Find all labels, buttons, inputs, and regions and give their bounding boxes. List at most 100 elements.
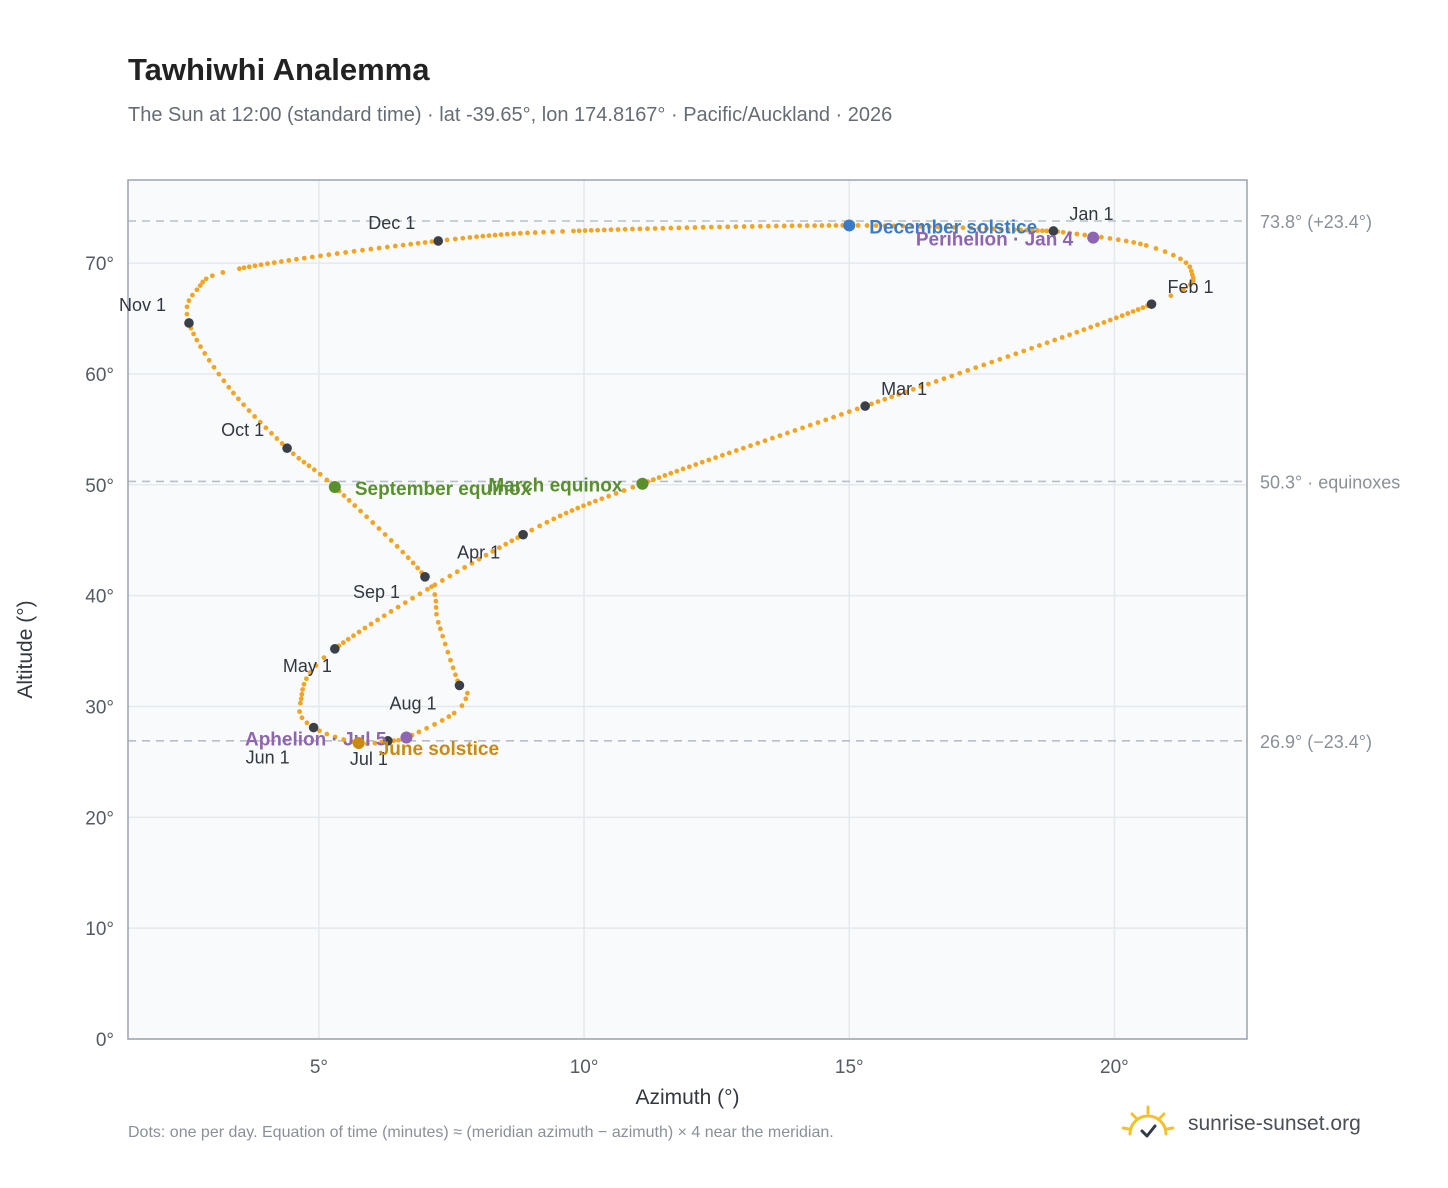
- daily-dot: [571, 228, 576, 234]
- daily-dot: [680, 466, 686, 472]
- daily-dot: [317, 471, 323, 477]
- daily-dot: [557, 513, 563, 519]
- daily-dot: [351, 633, 356, 639]
- daily-dot: [973, 365, 979, 371]
- daily-dot: [476, 556, 482, 562]
- daily-dot: [781, 223, 787, 229]
- daily-dot: [1037, 343, 1042, 348]
- daily-dot: [1130, 309, 1136, 314]
- daily-dot: [1099, 234, 1104, 240]
- daily-dot: [1107, 235, 1113, 241]
- daily-dot: [490, 548, 496, 554]
- daily-dot: [408, 241, 414, 247]
- daily-dot: [368, 621, 374, 627]
- daily-dot: [909, 223, 915, 229]
- daily-dot: [364, 514, 370, 520]
- daily-dot: [422, 240, 428, 245]
- daily-dot: [525, 230, 530, 236]
- daily-dot: [405, 555, 411, 561]
- daily-dot: [297, 709, 302, 714]
- daily-dot: [807, 422, 813, 428]
- daily-dot: [452, 236, 458, 242]
- daily-dot: [396, 737, 401, 743]
- daily-dot: [370, 520, 376, 525]
- daily-dot: [202, 350, 208, 356]
- daily-dot: [313, 663, 319, 668]
- daily-dot: [384, 244, 390, 250]
- daily-dot: [326, 252, 332, 258]
- daily-dot: [301, 255, 307, 261]
- daily-dot: [226, 384, 232, 390]
- daily-dot: [660, 225, 666, 231]
- daily-dot: [1140, 305, 1146, 311]
- daily-dot: [446, 714, 452, 719]
- daily-dot: [1059, 335, 1065, 340]
- daily-dot: [749, 223, 755, 229]
- month-marker-label: Jan 1: [1069, 204, 1113, 224]
- x-tick-label: 5°: [310, 1057, 328, 1078]
- month-marker: [1146, 299, 1157, 309]
- daily-dot: [211, 364, 217, 370]
- daily-dot: [662, 473, 668, 478]
- daily-dot: [686, 464, 692, 470]
- daily-dot: [593, 498, 598, 504]
- daily-dot: [186, 298, 192, 304]
- daily-dot: [486, 233, 492, 238]
- daily-dot: [395, 604, 401, 610]
- daily-dot: [236, 266, 242, 272]
- y-tick-label: 50°: [85, 476, 114, 497]
- daily-dot: [296, 455, 302, 461]
- event-label: Aphelion · Jul 5: [245, 730, 387, 751]
- daily-dot: [1162, 249, 1168, 255]
- event-marker: [1087, 231, 1100, 244]
- daily-dot: [194, 337, 200, 343]
- daily-dot: [220, 270, 226, 275]
- brand-link[interactable]: sunrise-sunset.org: [1120, 1102, 1361, 1146]
- daily-dot: [719, 452, 725, 458]
- daily-dot: [997, 356, 1003, 362]
- daily-dot: [290, 451, 296, 457]
- daily-dot: [1125, 311, 1131, 316]
- daily-dot: [299, 691, 305, 697]
- daily-dot: [569, 508, 575, 513]
- daily-dot: [203, 276, 209, 282]
- daily-dot: [216, 371, 222, 377]
- daily-dot: [826, 223, 832, 228]
- daily-dot: [241, 265, 247, 271]
- daily-dot: [474, 234, 479, 240]
- daily-dot: [358, 508, 363, 514]
- daily-dot: [415, 240, 421, 246]
- daily-dot: [684, 225, 690, 231]
- daily-dot: [303, 676, 309, 682]
- daily-dot: [469, 560, 475, 566]
- daily-dot: [726, 450, 732, 456]
- month-marker-label: Apr 1: [457, 543, 500, 563]
- daily-dot: [321, 655, 327, 661]
- month-marker-label: Jul 1: [350, 749, 388, 769]
- daily-dot: [416, 729, 422, 735]
- daily-dot: [910, 386, 916, 392]
- event-marker: [636, 477, 649, 490]
- daily-dot: [1180, 287, 1186, 292]
- daily-dot: [304, 720, 310, 726]
- daily-dot: [748, 443, 753, 449]
- daily-dot: [1024, 227, 1030, 233]
- chart-subtitle: The Sun at 12:00 (standard time) · lat -…: [128, 104, 893, 126]
- month-marker: [454, 680, 465, 691]
- daily-dot: [517, 230, 523, 236]
- daily-dot: [777, 433, 783, 439]
- daily-dot: [1153, 245, 1159, 251]
- daily-dot: [1138, 241, 1143, 247]
- daily-dot: [503, 541, 509, 547]
- reference-line-label: 26.9° (−23.4°): [1260, 732, 1372, 752]
- daily-dot: [693, 462, 699, 467]
- daily-dot: [498, 232, 504, 237]
- daily-dot: [1143, 242, 1149, 248]
- daily-dot: [394, 543, 400, 549]
- daily-dot: [891, 223, 897, 229]
- month-marker-label: Dec 1: [368, 213, 415, 233]
- daily-dot: [601, 227, 607, 233]
- daily-dot: [429, 584, 434, 590]
- event-label: June solstice: [379, 739, 499, 760]
- daily-dot: [740, 445, 746, 451]
